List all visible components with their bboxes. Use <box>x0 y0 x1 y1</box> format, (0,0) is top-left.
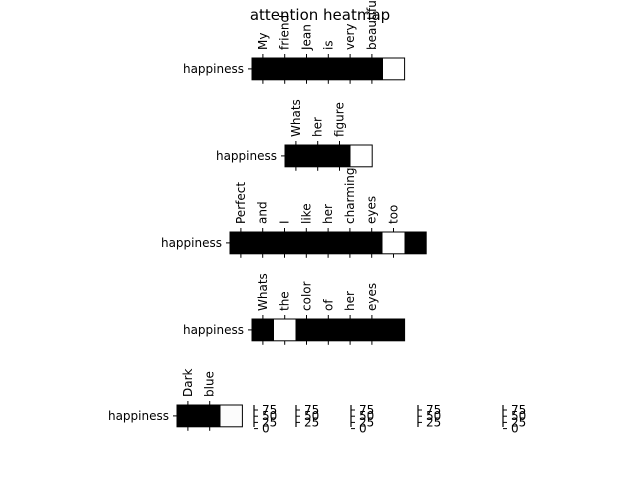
token-label: her <box>311 117 325 137</box>
heatmap-cell <box>251 232 274 254</box>
heatmap-cell <box>361 58 384 80</box>
token-label: friend <box>278 15 292 50</box>
token-label: beautiful <box>365 0 379 50</box>
heatmap-cell <box>273 58 296 80</box>
colorbar-tick-label: 75 <box>359 403 374 417</box>
colorbar-tick-label: 25 <box>359 415 374 429</box>
colorbar-tick-label: 25 <box>262 415 277 429</box>
heatmap-cell <box>317 58 340 80</box>
colorbar-tick-label: 0 <box>511 422 519 436</box>
token-label: eyes <box>365 196 379 224</box>
heatmap-cell <box>252 319 275 341</box>
heatmap-cell <box>339 319 362 341</box>
y-tick-label: happiness <box>161 236 222 250</box>
token-label: too <box>387 205 401 224</box>
token-label: very <box>343 23 357 50</box>
y-tick-label: happiness <box>108 409 169 423</box>
token-label: Dark <box>181 368 195 397</box>
token-label: charming <box>343 167 357 224</box>
heatmap-cell <box>177 405 200 427</box>
heatmap-cell <box>198 405 221 427</box>
heatmap-cell <box>317 319 340 341</box>
heatmap-cell <box>295 58 318 80</box>
heatmap-cell <box>382 232 405 254</box>
colorbar-tick-label: 50 <box>262 409 277 423</box>
token-label: figure <box>333 102 347 137</box>
token-label: of <box>321 299 335 311</box>
heatmap-cell <box>230 232 253 254</box>
heatmap-cell <box>252 58 275 80</box>
colorbar-tick-label: 75 <box>304 403 319 417</box>
token-label: blue <box>203 371 217 397</box>
heatmap-cell <box>404 232 427 254</box>
heatmap-cell <box>382 58 405 80</box>
heatmap-cell <box>220 405 243 427</box>
heatmap-cell <box>360 232 383 254</box>
colorbar-tick-label: 75 <box>262 403 277 417</box>
token-label: My <box>256 33 270 50</box>
heatmap-cell <box>361 319 384 341</box>
colorbar-tick-label: 50 <box>511 409 526 423</box>
heatmap-cell <box>328 145 351 167</box>
token-label: Whats <box>256 273 270 311</box>
colorbar-tick-label: 0 <box>262 422 270 436</box>
heatmap-cell <box>382 319 405 341</box>
colorbar-tick-label: 50 <box>359 409 374 423</box>
token-label: eyes <box>365 283 379 311</box>
heatmap-cell <box>285 145 308 167</box>
token-label: her <box>321 204 335 224</box>
heatmap-cell <box>306 145 329 167</box>
colorbar-tick-label: 25 <box>304 415 319 429</box>
token-label: and <box>256 201 270 224</box>
colorbar-tick-label: 50 <box>304 409 319 423</box>
heatmap-cell <box>317 232 340 254</box>
token-label: is <box>321 40 335 50</box>
token-label: Perfect <box>234 182 248 224</box>
token-label: color <box>300 281 314 311</box>
heatmap-cell <box>350 145 373 167</box>
heatmap-cell <box>295 232 318 254</box>
y-tick-label: happiness <box>216 149 277 163</box>
token-label: like <box>299 203 313 224</box>
colorbar-tick-label: 75 <box>426 403 441 417</box>
token-label: the <box>278 291 292 311</box>
token-label: Whats <box>289 99 303 137</box>
colorbar-tick-label: 75 <box>511 403 526 417</box>
colorbar-tick-label: 50 <box>426 409 441 423</box>
heatmap-cell <box>273 319 296 341</box>
colorbar-tick-label: 25 <box>426 415 441 429</box>
y-tick-label: happiness <box>183 62 244 76</box>
colorbar-tick-label: 25 <box>511 415 526 429</box>
y-tick-label: happiness <box>183 323 244 337</box>
colorbar-tick-label: 0 <box>359 422 367 436</box>
token-label: her <box>343 291 357 311</box>
heatmap-cell <box>273 232 296 254</box>
heatmap-cell <box>339 58 362 80</box>
heatmap-cell <box>339 232 362 254</box>
heatmap-cell <box>295 319 318 341</box>
chart-title: attention heatmap <box>249 6 391 24</box>
token-label: Jean <box>300 24 314 51</box>
token-label: I <box>278 220 292 224</box>
